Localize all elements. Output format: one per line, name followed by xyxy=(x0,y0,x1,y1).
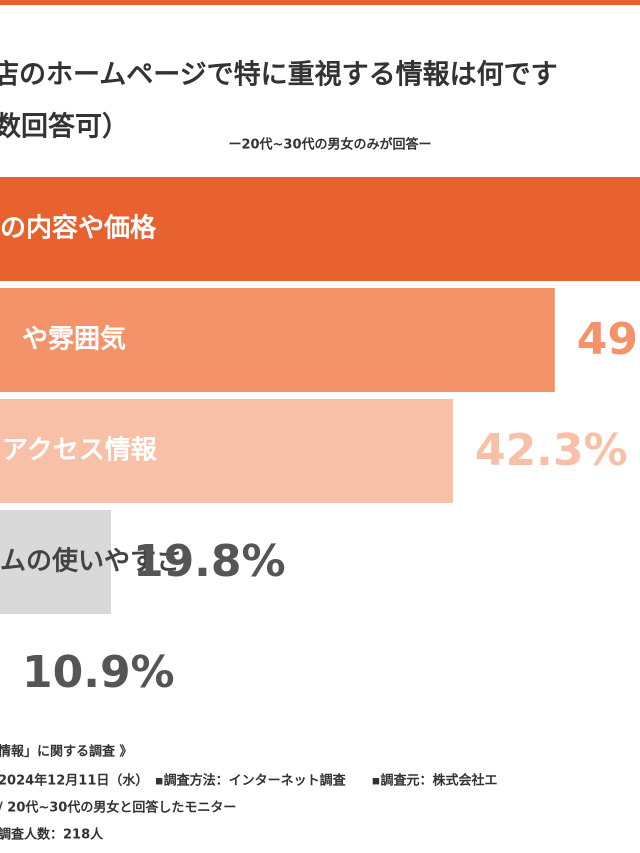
bar xyxy=(0,510,111,614)
bar xyxy=(0,177,640,281)
value-label: 10.9% xyxy=(22,647,175,698)
bar xyxy=(0,399,453,503)
bar xyxy=(0,288,555,392)
chart-title: 数回答可） xyxy=(0,111,129,143)
category-label: や雰囲気 xyxy=(22,324,126,355)
value-label: 19.8% xyxy=(133,536,286,587)
category-label: ムの使いやすさ xyxy=(0,547,182,577)
footer-text: / 20代~30代の男女と回答したモニター xyxy=(0,800,236,816)
footer-text: 情報」に関する調査 》 xyxy=(0,744,133,760)
footer-text: 調査人数：218人 xyxy=(0,827,104,843)
value-label: 42.3% xyxy=(475,425,628,476)
category-label: の内容や価格 xyxy=(0,213,157,244)
category-label: アクセス情報 xyxy=(2,436,158,466)
top-border xyxy=(0,0,640,5)
chart-subtitle: ー20代~30代の男女のみが回答ー xyxy=(228,137,431,153)
footer-text: 2024年12月11日（水） ▪調査方法：インターネット調査 ▪調査元：株式会社… xyxy=(0,773,498,789)
value-label: 49.0% xyxy=(577,314,640,365)
chart-title: 店のホームページで特に重視する情報は何です xyxy=(0,60,558,91)
